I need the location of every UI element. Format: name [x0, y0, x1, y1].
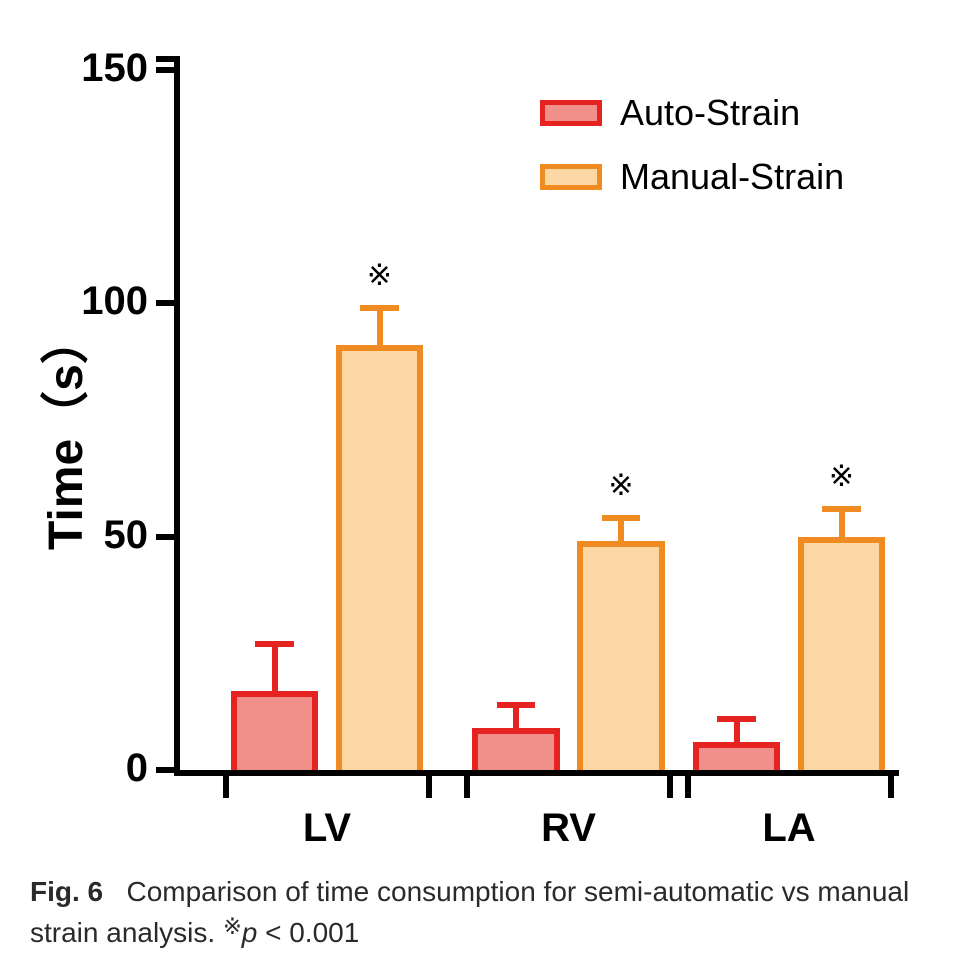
bar-auto [693, 742, 781, 770]
bar-auto [231, 691, 319, 770]
y-tick [156, 300, 174, 306]
bar-auto [472, 728, 560, 770]
x-category-label: LA [668, 806, 911, 851]
y-tick-label: 0 [38, 746, 148, 791]
errorbar-cap-auto [717, 716, 756, 722]
y-tick [156, 67, 174, 73]
legend-label-manual: Manual-Strain [620, 156, 844, 198]
errorbar-manual [377, 308, 383, 345]
legend-item-manual: Manual-Strain [540, 156, 844, 198]
y-tick-label: 150 [38, 46, 148, 91]
significance-marker: ※ [350, 258, 410, 293]
bar-manual [577, 541, 665, 770]
x-tick [888, 776, 894, 798]
errorbar-auto [272, 644, 278, 691]
x-tick [685, 776, 691, 798]
x-tick [464, 776, 470, 798]
x-tick [426, 776, 432, 798]
legend-swatch-auto [540, 100, 602, 126]
legend: Auto-Strain Manual-Strain [540, 92, 844, 220]
figure: 050100150Time（s）LV※RV※LA※ Auto-StrainMan… [0, 0, 978, 968]
x-axis-line [174, 770, 899, 776]
y-tick [156, 534, 174, 540]
errorbar-manual [839, 509, 845, 537]
legend-swatch-manual [540, 164, 602, 190]
y-axis-top-cap [156, 56, 180, 62]
figure-number: Fig. 6 [30, 876, 103, 907]
errorbar-cap-auto [497, 702, 536, 708]
caption-p-letter: p [242, 917, 258, 948]
significance-marker: ※ [812, 459, 872, 494]
errorbar-cap-auto [255, 641, 294, 647]
significance-marker: ※ [591, 468, 651, 503]
y-axis-title: Time（s） [26, 316, 96, 550]
y-axis-line [174, 56, 180, 770]
legend-label-auto: Auto-Strain [620, 92, 800, 134]
errorbar-cap-manual [602, 515, 641, 521]
caption-p-value: < 0.001 [257, 917, 359, 948]
caption-body: Comparison of time consumption for semi-… [30, 876, 909, 948]
legend-item-auto: Auto-Strain [540, 92, 844, 134]
x-category-label: RV [447, 806, 690, 851]
x-tick [667, 776, 673, 798]
errorbar-cap-manual [822, 506, 861, 512]
x-tick [223, 776, 229, 798]
errorbar-cap-manual [360, 305, 399, 311]
bar-manual [798, 537, 886, 770]
errorbar-auto [513, 705, 519, 728]
figure-caption: Fig. 6 Comparison of time consumption fo… [30, 872, 950, 953]
errorbar-auto [734, 719, 740, 742]
bar-manual [336, 345, 424, 770]
errorbar-manual [618, 518, 624, 541]
x-category-label: LV [206, 806, 449, 851]
caption-text [111, 876, 127, 907]
caption-sig-symbol: ※ [223, 914, 242, 939]
y-tick [156, 767, 174, 773]
